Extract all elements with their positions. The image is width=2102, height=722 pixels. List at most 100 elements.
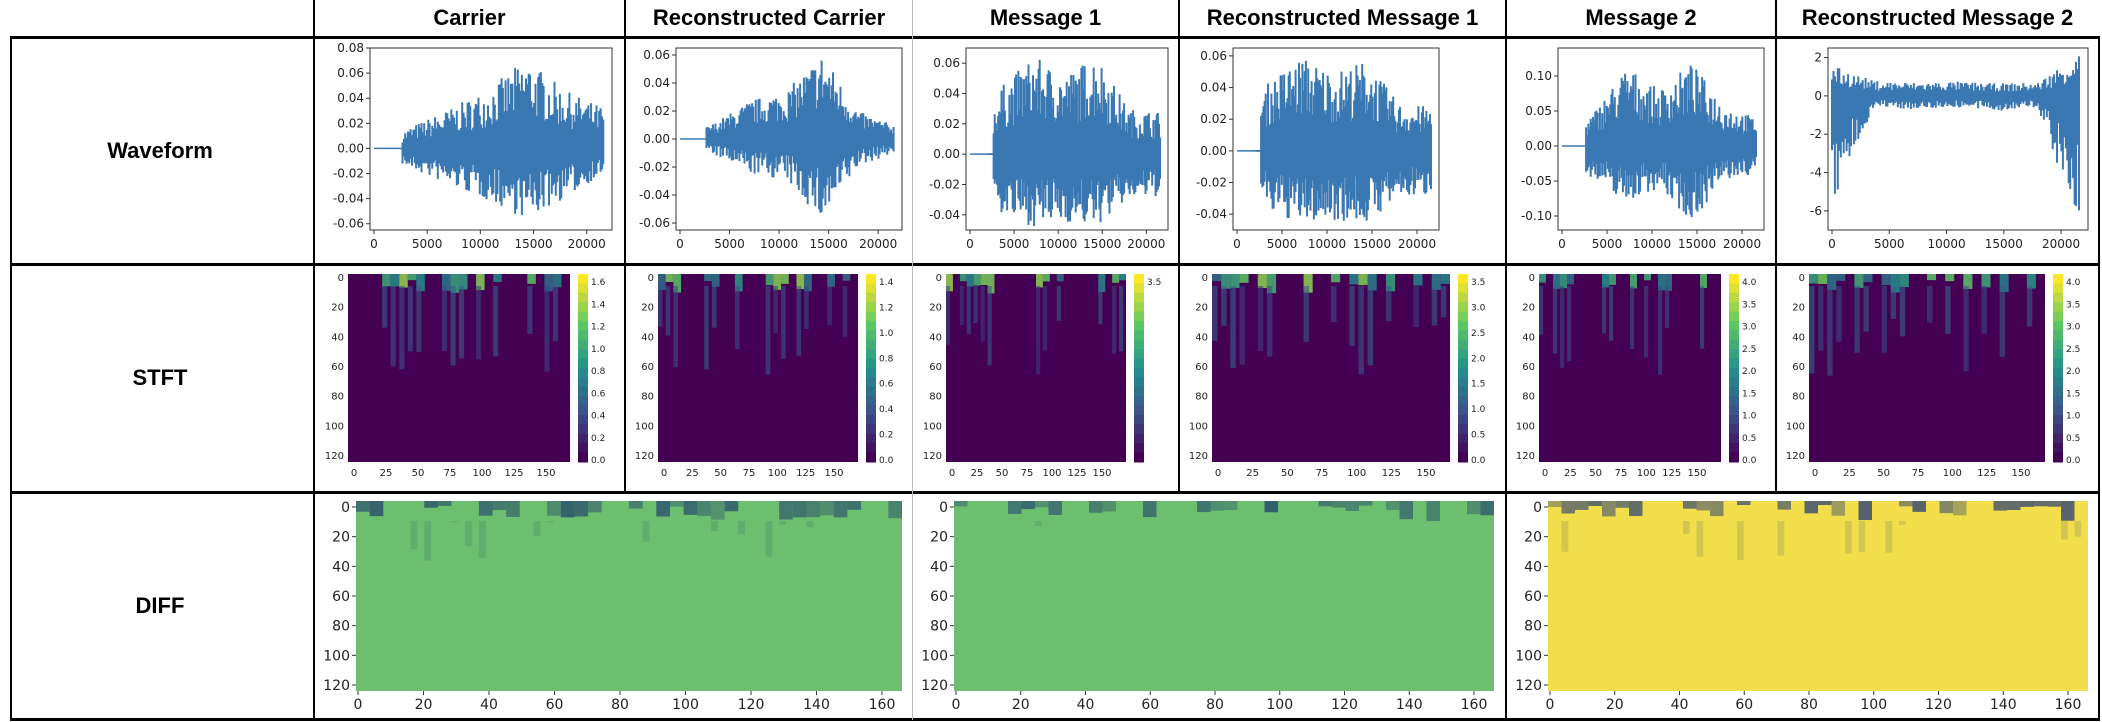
heatmap-cell xyxy=(820,501,834,516)
heatmap-cell xyxy=(1890,274,1900,293)
colorbar-cell xyxy=(2053,302,2063,313)
y-tick-label: -2 xyxy=(1810,127,1822,141)
heatmap-cell xyxy=(416,274,425,292)
heatmap-cell xyxy=(1221,274,1231,289)
colorbar-tick-label: 3.0 xyxy=(2066,323,2081,333)
heatmap-cell xyxy=(399,274,408,288)
colorbar-cell xyxy=(1134,330,1144,341)
colorbar-cell xyxy=(1458,339,1468,350)
y-tick-label: 100 xyxy=(1189,421,1208,432)
colorbar-tick-label: 1.6 xyxy=(591,278,606,288)
colorbar-cell xyxy=(1134,433,1144,444)
y-tick-label: 100 xyxy=(325,421,344,432)
heatmap-cell xyxy=(1048,501,1062,515)
heatmap-cell xyxy=(369,501,384,517)
colorbar-cell xyxy=(1458,321,1468,331)
colorbar-cell xyxy=(2053,396,2063,407)
x-tick-label: 10000 xyxy=(1308,237,1346,251)
y-tick-label: 120 xyxy=(1515,678,1542,694)
y-tick-label: -0.02 xyxy=(333,167,364,181)
x-tick-label: 100 xyxy=(1347,468,1366,479)
heatmap-cell xyxy=(1665,274,1672,291)
heatmap-cell xyxy=(1035,521,1042,527)
heatmap-cell xyxy=(1089,501,1103,513)
y-tick-label: 20 xyxy=(930,530,948,546)
grid-line xyxy=(624,0,626,493)
heatmap-cell xyxy=(1818,501,1832,506)
heatmap-cell xyxy=(1999,286,2006,357)
heatmap-cell xyxy=(1945,274,1955,282)
colorbar-cell xyxy=(1729,358,1739,369)
x-tick-label: 120 xyxy=(1331,697,1358,713)
heatmap-cell xyxy=(792,501,807,518)
y-tick-label: 0.06 xyxy=(933,56,960,70)
grid-line xyxy=(1505,0,1507,720)
x-tick-label: 0 xyxy=(1828,237,1836,251)
x-tick-label: 25 xyxy=(1564,468,1577,479)
colorbar-tick-label: 0.2 xyxy=(591,434,605,444)
colorbar-tick-label: 0.5 xyxy=(2066,434,2080,444)
heatmap-cell xyxy=(1349,286,1355,347)
colorbar-tick-label: 1.5 xyxy=(2066,389,2080,399)
colorbar-tick-label: 1.0 xyxy=(2066,412,2081,422)
colorbar-cell xyxy=(578,433,588,444)
y-tick-label: -0.10 xyxy=(1521,209,1552,223)
heatmap-cell xyxy=(765,521,773,557)
heatmap-cell xyxy=(1431,274,1441,290)
x-tick-label: 0 xyxy=(1812,468,1818,479)
heatmap-cell xyxy=(1602,274,1609,288)
heatmap-cell xyxy=(980,286,985,342)
heatmap-cell xyxy=(1658,274,1665,291)
colorbar-cell xyxy=(2053,292,2063,303)
x-tick-label: 5000 xyxy=(1874,237,1905,251)
colorbar-tick-label: 0.0 xyxy=(2066,456,2081,466)
heatmap-cell xyxy=(1553,274,1560,289)
colorbar-tick-label: 2.5 xyxy=(2066,345,2080,355)
colorbar-cell xyxy=(866,321,876,331)
row-header-stft: STFT xyxy=(132,365,188,390)
x-tick-label: 0 xyxy=(676,237,684,251)
x-tick-label: 100 xyxy=(472,468,491,479)
heatmap-cell xyxy=(1927,286,1933,323)
x-tick-label: 120 xyxy=(738,697,765,713)
colorbar-tick-label: 0.6 xyxy=(879,380,894,390)
colorbar-cell xyxy=(2053,377,2063,388)
heatmap-cell xyxy=(1644,286,1649,358)
colorbar-cell xyxy=(1134,321,1144,331)
y-tick-label: 100 xyxy=(1515,648,1542,664)
x-tick-label: 5000 xyxy=(1592,237,1623,251)
y-tick-label: 0 xyxy=(648,273,654,284)
colorbar-cell xyxy=(2053,405,2063,416)
colorbar-cell xyxy=(578,339,588,350)
heatmap-cell xyxy=(773,286,778,334)
colorbar-cell xyxy=(1134,311,1144,322)
y-tick-label: 60 xyxy=(1195,362,1208,373)
grid-line xyxy=(10,36,12,720)
x-tick-label: 15000 xyxy=(810,237,848,251)
y-tick-label: 0.00 xyxy=(1200,144,1227,158)
heatmap-cell xyxy=(459,274,468,290)
heatmap-cell xyxy=(1143,501,1157,518)
colorbar-cell xyxy=(1134,443,1144,454)
colorbar-cell xyxy=(1134,292,1144,303)
y-tick-label: 40 xyxy=(1792,332,1805,343)
x-tick-label: 150 xyxy=(536,468,555,479)
colorbar-tick-label: 3.0 xyxy=(1742,323,1757,333)
x-tick-label: 80 xyxy=(611,697,629,713)
heatmap-cell xyxy=(1863,274,1873,283)
grid-line xyxy=(10,263,2100,266)
colorbar-tick-label: 3.5 xyxy=(1742,300,1756,310)
x-tick-label: 0 xyxy=(661,468,667,479)
heatmap-cell xyxy=(1809,274,1819,284)
colorbar-cell xyxy=(1458,433,1468,444)
x-tick-label: 15000 xyxy=(1353,237,1391,251)
colorbar-cell xyxy=(1134,339,1144,350)
colorbar-cell xyxy=(578,368,588,378)
colorbar-cell xyxy=(1134,377,1144,388)
heatmap-cell xyxy=(973,286,978,324)
heatmap-background xyxy=(356,501,902,691)
x-tick-label: 0 xyxy=(351,468,357,479)
x-tick-label: 150 xyxy=(1687,468,1706,479)
heatmap-cell xyxy=(1413,274,1423,286)
